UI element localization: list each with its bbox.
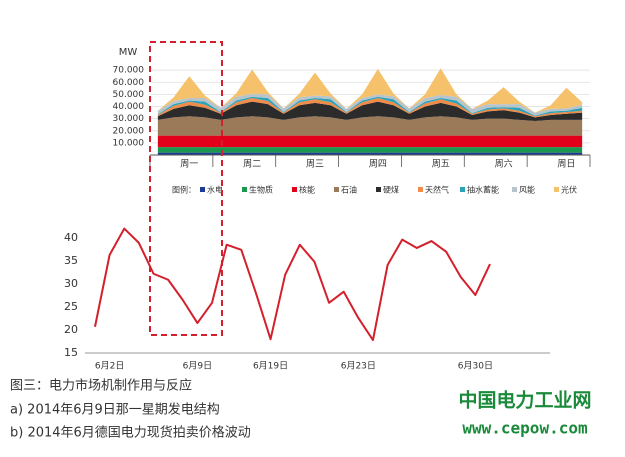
legend-label: 硬煤: [383, 185, 399, 195]
x-tick-label: 6月30日: [458, 361, 493, 372]
caption-title: 图三：电力市场机制作用与反应: [10, 378, 192, 394]
y-tick-label: 35: [64, 254, 78, 267]
watermark-url: www.cepow.com: [462, 419, 588, 438]
legend-swatch: [460, 187, 465, 192]
y-tick-label: 10.000: [113, 138, 145, 148]
x-tick-label: 6月19日: [253, 361, 288, 372]
legend-label: 水电: [207, 185, 223, 195]
caption-line: a) 2014年6月9日那一星期发电结构: [10, 402, 220, 418]
area-layer: [157, 101, 583, 122]
y-tick-label: 15: [64, 346, 78, 359]
y-tick-label: 70.000: [113, 66, 145, 76]
area-layer: [157, 116, 583, 136]
y-tick-label: 60.000: [113, 78, 145, 88]
x-tick-label: 周五: [432, 159, 450, 170]
x-tick-label: 周二: [243, 159, 261, 170]
x-tick-label: 周四: [369, 159, 387, 170]
y-tick-label: 25: [64, 300, 78, 313]
legend-title: 图例：: [172, 185, 196, 195]
y-tick-label: 40.000: [113, 102, 145, 112]
legend-label: 石油: [341, 185, 357, 195]
x-tick-label: 周六: [495, 158, 513, 170]
price-line: [94, 227, 491, 342]
legend-swatch: [292, 187, 297, 192]
legend-swatch: [512, 187, 517, 192]
legend-label: 生物质: [249, 185, 273, 195]
area-layer: [157, 98, 583, 118]
area-layer: [157, 152, 583, 155]
y-tick-label: 20.000: [113, 126, 145, 136]
y-axis-label: MW: [119, 47, 138, 58]
legend-swatch: [200, 187, 205, 192]
area-layer: [157, 135, 583, 148]
y-tick-label: 20: [64, 323, 78, 336]
y-tick-label: 30.000: [113, 114, 145, 124]
legend-swatch: [554, 187, 559, 192]
legend-label: 风能: [519, 185, 535, 195]
x-tick-label: 6月23日: [341, 361, 376, 372]
x-tick-label: 周一: [180, 159, 198, 170]
x-tick-label: 6月2日: [95, 361, 124, 372]
y-tick-label: 40: [64, 231, 78, 244]
x-tick-label: 周三: [306, 159, 324, 170]
legend-label: 抽水蓄能: [467, 185, 499, 195]
area-layer: [157, 147, 583, 153]
legend-label: 核能: [299, 185, 315, 195]
legend-swatch: [418, 187, 423, 192]
y-tick-label: 50.000: [113, 90, 145, 100]
x-tick-label: 6月9日: [183, 361, 212, 372]
area-layer: [157, 93, 583, 116]
legend-label: 光伏: [561, 185, 577, 195]
legend-label: 天然气: [425, 185, 449, 195]
legend-swatch: [376, 187, 381, 192]
caption-line: b) 2014年6月德国电力现货拍卖价格波动: [10, 425, 251, 441]
highlight-box: [149, 41, 223, 336]
x-tick-label: 周日: [557, 159, 575, 170]
watermark-name: 中国电力工业网: [458, 389, 591, 412]
y-tick-label: 30: [64, 277, 78, 290]
legend-swatch: [334, 187, 339, 192]
area-layer: [157, 68, 583, 113]
legend-swatch: [242, 187, 247, 192]
